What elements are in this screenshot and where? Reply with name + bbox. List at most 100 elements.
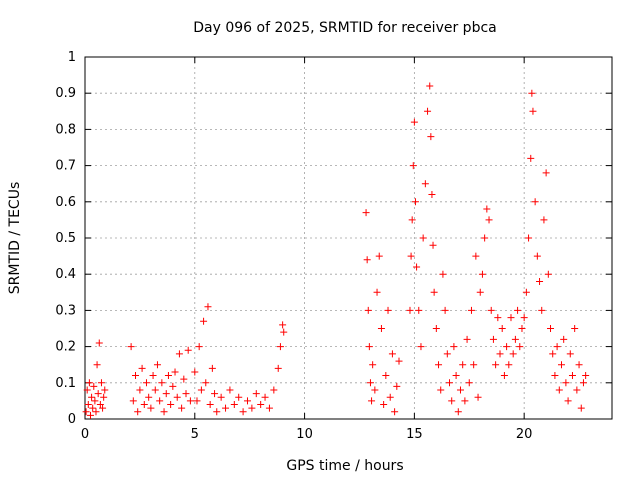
- data-point: [280, 328, 288, 336]
- x-axis-label: GPS time / hours: [286, 458, 403, 474]
- data-point: [90, 382, 98, 390]
- data-point: [270, 386, 278, 394]
- data-point: [127, 343, 135, 351]
- data-point: [439, 270, 447, 278]
- data-point: [180, 375, 188, 383]
- y-tick-label: 0.3: [55, 303, 76, 318]
- data-point: [577, 404, 585, 412]
- data-point: [386, 393, 394, 401]
- data-point: [191, 368, 199, 376]
- data-point: [435, 361, 443, 369]
- y-tick-label: 0.8: [55, 122, 76, 137]
- data-point: [448, 397, 456, 405]
- data-point: [200, 317, 208, 325]
- data-point: [527, 154, 535, 162]
- data-point: [230, 401, 238, 409]
- data-point: [461, 397, 469, 405]
- data-point: [483, 205, 491, 213]
- data-point: [136, 386, 144, 394]
- data-point: [492, 361, 500, 369]
- data-point: [503, 343, 511, 351]
- data-point: [279, 321, 287, 329]
- data-point: [536, 277, 544, 285]
- data-point: [94, 390, 102, 398]
- data-point: [217, 393, 225, 401]
- data-point: [575, 361, 583, 369]
- data-point: [142, 379, 150, 387]
- data-points: [82, 82, 590, 419]
- data-point: [83, 386, 91, 394]
- data-point: [456, 386, 464, 394]
- data-point: [553, 343, 561, 351]
- data-point: [518, 325, 526, 332]
- y-tick-label: 0.4: [55, 267, 76, 282]
- data-point: [467, 306, 475, 314]
- data-point: [529, 107, 537, 115]
- data-point: [202, 379, 210, 387]
- data-point: [441, 306, 449, 314]
- y-tick-label: 0.1: [55, 376, 76, 391]
- data-point: [373, 288, 381, 296]
- data-point: [544, 270, 552, 278]
- y-tick-label: 0.5: [55, 231, 76, 246]
- data-point: [582, 372, 590, 380]
- data-point: [579, 379, 587, 387]
- data-point: [206, 401, 214, 409]
- data-point: [89, 404, 97, 412]
- y-tick-label: 0.2: [55, 340, 76, 355]
- data-point: [516, 343, 524, 351]
- data-point: [478, 270, 486, 278]
- data-point: [226, 386, 234, 394]
- data-point: [101, 386, 109, 394]
- data-point: [388, 350, 396, 358]
- data-point: [173, 393, 181, 401]
- data-point: [375, 252, 383, 260]
- data-point: [140, 401, 148, 409]
- data-point: [528, 89, 536, 97]
- data-point: [494, 314, 502, 322]
- data-point: [533, 252, 541, 260]
- data-point: [85, 379, 93, 387]
- data-point: [92, 408, 100, 416]
- data-point: [380, 401, 388, 409]
- data-point: [91, 397, 99, 405]
- data-point: [393, 382, 401, 390]
- data-point: [164, 372, 172, 380]
- data-point: [511, 335, 519, 343]
- data-point: [145, 393, 153, 401]
- data-point: [410, 118, 418, 126]
- data-point: [538, 306, 546, 314]
- data-point: [446, 379, 454, 387]
- data-point: [481, 234, 489, 242]
- data-point: [178, 404, 186, 412]
- y-tick-label: 0: [68, 412, 76, 427]
- data-point: [84, 401, 92, 409]
- data-point: [571, 325, 579, 332]
- data-point: [160, 408, 168, 416]
- data-point: [371, 386, 379, 394]
- data-point: [88, 393, 96, 401]
- data-point: [472, 252, 480, 260]
- data-point: [182, 390, 190, 398]
- data-point: [522, 288, 530, 296]
- data-point: [459, 361, 467, 369]
- data-point: [364, 306, 372, 314]
- data-point: [450, 343, 458, 351]
- data-point: [162, 390, 170, 398]
- data-point: [134, 408, 142, 416]
- data-point: [257, 401, 265, 409]
- data-point: [514, 306, 522, 314]
- data-point: [421, 180, 429, 188]
- data-point: [531, 198, 539, 206]
- data-point: [362, 209, 370, 217]
- chart-title: Day 096 of 2025, SRMTID for receiver pbc…: [193, 20, 496, 36]
- data-point: [86, 411, 94, 419]
- data-point: [489, 335, 497, 343]
- data-point: [382, 372, 390, 380]
- data-point: [96, 401, 104, 409]
- data-point: [395, 357, 403, 365]
- data-point: [239, 408, 247, 416]
- data-point: [417, 343, 425, 351]
- data-point: [274, 364, 282, 372]
